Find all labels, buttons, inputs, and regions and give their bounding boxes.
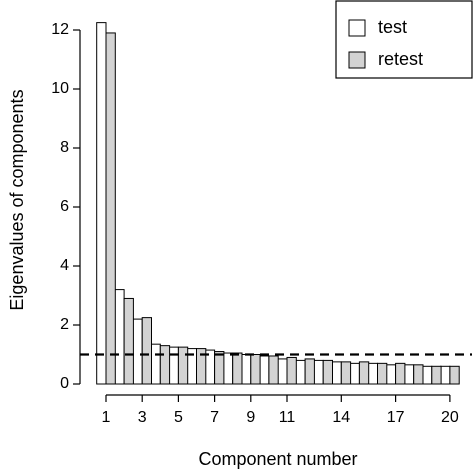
y-axis-title: Eigenvalues of components bbox=[7, 89, 27, 310]
bar bbox=[358, 361, 370, 385]
x-axis-title: Component number bbox=[198, 449, 357, 469]
bar bbox=[132, 318, 143, 385]
bar bbox=[150, 343, 161, 385]
x-tick-label: 7 bbox=[210, 409, 219, 426]
bar bbox=[313, 359, 324, 385]
bar bbox=[395, 362, 406, 385]
bar bbox=[440, 365, 451, 385]
bar bbox=[232, 352, 243, 385]
bar bbox=[259, 355, 270, 385]
bar bbox=[340, 361, 352, 385]
x-tick-label: 9 bbox=[246, 409, 255, 426]
y-tick-label: 4 bbox=[60, 257, 69, 274]
bar bbox=[385, 364, 397, 385]
legend-swatch bbox=[348, 51, 366, 69]
bar bbox=[277, 358, 288, 385]
bar bbox=[449, 365, 460, 385]
bar bbox=[250, 354, 261, 385]
y-tick-label: 10 bbox=[51, 80, 69, 97]
bar bbox=[331, 361, 342, 385]
bar bbox=[286, 356, 297, 385]
bar bbox=[241, 354, 252, 385]
bar bbox=[123, 297, 134, 385]
bar bbox=[159, 345, 171, 385]
bar bbox=[349, 362, 360, 385]
bar bbox=[214, 351, 225, 385]
bar bbox=[413, 364, 424, 385]
legend-swatch bbox=[348, 19, 366, 37]
x-tick-label: 14 bbox=[332, 409, 350, 426]
x-tick-label: 11 bbox=[279, 409, 296, 426]
bar bbox=[168, 346, 179, 385]
x-tick-label: 17 bbox=[387, 409, 405, 426]
bar bbox=[196, 348, 207, 385]
legend-label: test bbox=[378, 17, 407, 37]
bar bbox=[431, 365, 442, 385]
bar bbox=[422, 365, 433, 385]
bar bbox=[177, 346, 189, 385]
bar bbox=[105, 32, 116, 385]
legend-label: retest bbox=[378, 49, 423, 69]
bar bbox=[96, 22, 107, 385]
x-tick-label: 3 bbox=[138, 409, 147, 426]
bar bbox=[377, 362, 388, 385]
y-tick-label: 12 bbox=[51, 21, 69, 38]
bar bbox=[322, 359, 334, 385]
bar bbox=[367, 362, 379, 385]
y-tick-label: 8 bbox=[60, 139, 69, 156]
bar bbox=[295, 359, 306, 385]
bar bbox=[403, 364, 415, 385]
bar bbox=[114, 289, 125, 385]
bar bbox=[304, 358, 315, 385]
bar bbox=[268, 355, 279, 385]
bar bbox=[141, 317, 152, 385]
x-tick-label: 20 bbox=[441, 409, 459, 426]
y-tick-label: 6 bbox=[60, 198, 69, 215]
y-tick-label: 0 bbox=[60, 375, 69, 392]
bar bbox=[222, 352, 234, 385]
x-tick-label: 5 bbox=[174, 409, 183, 426]
y-tick-label: 2 bbox=[60, 316, 69, 333]
x-tick-label: 1 bbox=[102, 409, 111, 426]
